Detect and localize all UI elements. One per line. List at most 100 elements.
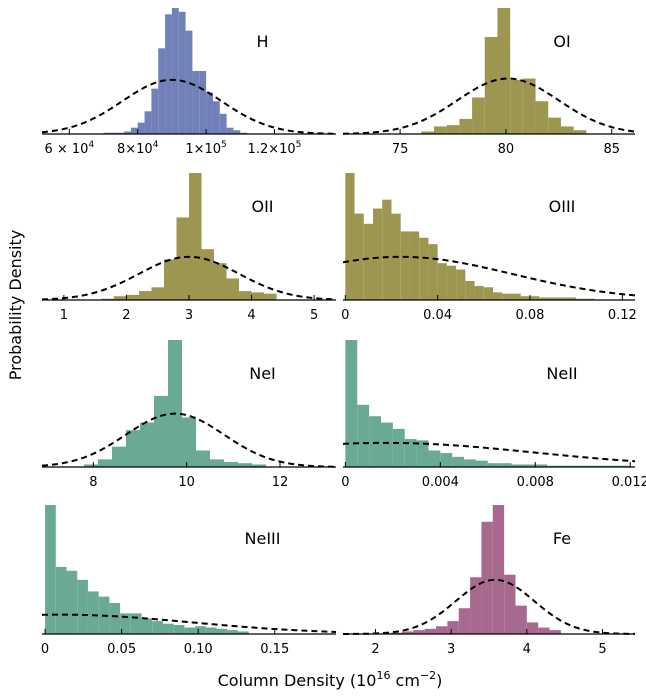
bar-nei-10 <box>224 461 238 467</box>
bar-neii-11 <box>475 460 488 467</box>
bar-nei-6 <box>168 340 182 467</box>
bar-oii-6 <box>176 217 189 300</box>
bar-nei-12 <box>252 464 266 467</box>
bar-fe-6 <box>458 608 471 634</box>
bar-h-4 <box>130 127 138 134</box>
bar-neii-14 <box>511 464 524 467</box>
bar-oiii-2 <box>363 223 373 300</box>
bar-oii-1 <box>113 296 127 300</box>
bar-neiii-17 <box>227 630 238 634</box>
bar-nei-3 <box>126 430 140 467</box>
bar-neiii-12 <box>173 624 185 634</box>
bar-oiii-25 <box>576 298 586 300</box>
bar-fe-9 <box>492 505 505 634</box>
bar-oii-3 <box>138 291 152 300</box>
bar-h-14 <box>199 71 207 134</box>
bar-neii-16 <box>535 464 548 467</box>
bar-h-17 <box>219 113 227 134</box>
bar-neii-6 <box>416 440 429 467</box>
bar-neiii-10 <box>152 621 163 634</box>
gaussian-fit-nei <box>41 412 337 468</box>
bar-neiii-8 <box>130 613 142 634</box>
bar-neii-23 <box>618 465 631 467</box>
gaussian-fit-neii <box>342 441 636 463</box>
tick-label-neii-3: 0.012 <box>612 475 646 490</box>
bar-oiii-17 <box>502 293 512 300</box>
bar-oiii-23 <box>557 297 567 300</box>
bar-nei-9 <box>210 459 224 467</box>
tick-label-h-1: 8×104 <box>117 140 159 157</box>
panel-oiii: 0 0.04 0.08 0.12 OIII <box>341 173 637 323</box>
tick-label-neii-2: 0.008 <box>517 475 554 490</box>
bar-oi-10 <box>548 117 561 134</box>
tick-label-neiii-1: 0.05 <box>107 642 136 657</box>
tick-label-fe-3: 5 <box>598 642 606 657</box>
bar-h-6 <box>144 111 152 134</box>
gaussian-fit-oi <box>342 77 636 135</box>
bar-h-10 <box>171 8 179 134</box>
bar-neii-7 <box>428 450 441 467</box>
bar-h-20 <box>240 132 248 134</box>
bar-neii-17 <box>547 465 560 467</box>
bar-oiii-1 <box>354 213 364 300</box>
tick-label-neii-1: 0.004 <box>422 475 459 490</box>
tick-label-nei-2: 12 <box>272 475 289 490</box>
bar-oiii-3 <box>373 208 383 300</box>
bar-nei-7 <box>182 417 196 467</box>
tick-label-oi-2: 85 <box>603 142 620 157</box>
bar-h-2 <box>117 132 125 134</box>
bar-oiii-0 <box>345 173 355 300</box>
bar-oiii-10 <box>437 263 447 300</box>
panel-title-h: H <box>256 32 268 51</box>
bar-oii-10 <box>226 278 240 300</box>
panel-title-oiii: OIII <box>549 197 576 216</box>
bar-oiii-24 <box>566 297 577 300</box>
bar-nei-1 <box>98 459 112 467</box>
panel-fe: 2 3 4 5 Fe <box>342 505 636 657</box>
panel-title-neiii: NeIII <box>245 529 281 548</box>
bar-oii-11 <box>239 291 252 300</box>
bar-oi-11 <box>560 126 574 134</box>
bar-fe-13 <box>538 627 550 634</box>
panel-neiii: 0 0.05 0.10 0.15 NeIII <box>41 505 337 657</box>
bar-oiii-18 <box>511 293 521 300</box>
tick-label-nei-0: 8 <box>89 475 97 490</box>
panel-title-nei: NeI <box>249 364 276 383</box>
bar-neii-12 <box>487 463 500 467</box>
bar-nei-0 <box>84 464 98 467</box>
bar-oi-1 <box>433 126 447 134</box>
bar-neii-5 <box>404 439 417 467</box>
bar-oi-7 <box>510 79 523 134</box>
bar-neii-18 <box>559 465 571 467</box>
bar-oi-6 <box>497 8 511 134</box>
bar-neiii-15 <box>205 627 217 634</box>
bar-nei-11 <box>238 463 252 467</box>
bar-neii-1 <box>357 404 370 467</box>
tick-label-neiii-3: 0.15 <box>260 642 289 657</box>
bar-oiii-20 <box>529 296 540 300</box>
bar-oii-12 <box>251 292 265 300</box>
bar-neii-4 <box>392 428 405 467</box>
bar-neiii-11 <box>162 623 174 634</box>
bar-oi-5 <box>484 36 498 135</box>
gaussian-fit-fe <box>342 578 636 635</box>
tick-label-oiii-3: 0.12 <box>608 308 637 323</box>
bar-h-5 <box>137 122 145 134</box>
bar-h-11 <box>178 11 186 135</box>
tick-label-oiii-0: 0 <box>341 308 349 323</box>
bar-neiii-14 <box>195 626 206 634</box>
bar-fe-5 <box>447 621 459 634</box>
tick-label-h-2: 1×105 <box>185 140 226 157</box>
bar-neiii-1 <box>55 566 67 634</box>
bar-nei-5 <box>154 395 168 467</box>
tick-label-h-3: 1.2×105 <box>248 140 302 157</box>
bar-neiii-0 <box>45 505 56 634</box>
panel-nei: 8 10 12 NeI <box>41 340 337 490</box>
bar-oiii-21 <box>539 297 549 300</box>
bar-neii-9 <box>452 456 465 467</box>
bar-oiii-15 <box>483 287 494 300</box>
panel-title-oi: OI <box>553 32 570 51</box>
bar-fe-1 <box>402 631 414 634</box>
bar-neii-2 <box>369 416 381 467</box>
bar-oiii-26 <box>585 298 595 300</box>
